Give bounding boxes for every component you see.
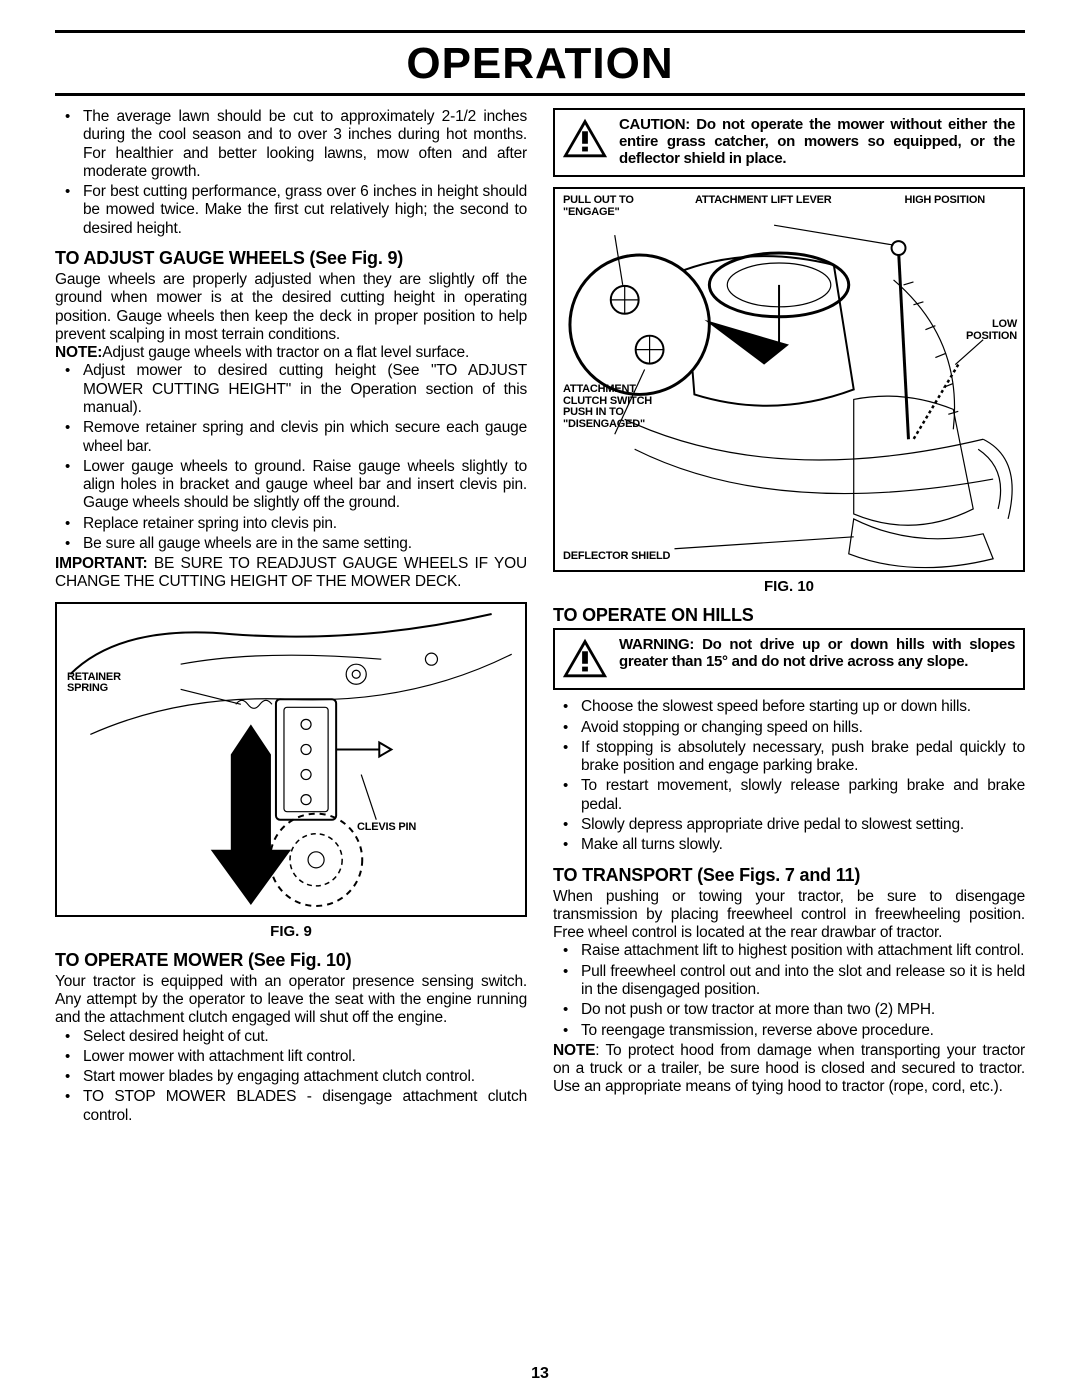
figure-10-box: PULL OUT TO "ENGAGE" ATTACHMENT LIFT LEV… bbox=[553, 187, 1025, 572]
fig10-label-clutch: ATTACHMENT CLUTCH SWITCH PUSH IN TO "DIS… bbox=[563, 384, 673, 430]
transport-note: NOTE: To protect hood from damage when t… bbox=[553, 1042, 1025, 1097]
list-item: Pull freewheel control out and into the … bbox=[553, 963, 1025, 1000]
intro-bullet: The average lawn should be cut to approx… bbox=[55, 108, 527, 181]
intro-bullet: For best cutting performance, grass over… bbox=[55, 183, 527, 238]
gauge-para: Gauge wheels are properly adjusted when … bbox=[55, 271, 527, 344]
page-number: 13 bbox=[0, 1365, 1080, 1383]
list-item: Be sure all gauge wheels are in the same… bbox=[55, 535, 527, 553]
warning-lead: WARNING: bbox=[619, 636, 702, 653]
gauge-heading: TO ADJUST GAUGE WHEELS (See Fig. 9) bbox=[55, 248, 527, 269]
list-item: Choose the slowest speed before starting… bbox=[553, 698, 1025, 716]
content-columns: The average lawn should be cut to approx… bbox=[55, 108, 1025, 1127]
figure-10-svg bbox=[555, 189, 1023, 570]
warning-triangle-icon bbox=[561, 636, 609, 680]
list-item: To restart movement, slowly release park… bbox=[553, 777, 1025, 814]
right-column: CAUTION: Do not operate the mower withou… bbox=[553, 108, 1025, 1127]
fig9-label-clevis: CLEVIS PIN bbox=[357, 822, 417, 834]
list-item: If stopping is absolutely necessary, pus… bbox=[553, 739, 1025, 776]
list-item: Do not push or tow tractor at more than … bbox=[553, 1001, 1025, 1019]
intro-bullets: The average lawn should be cut to approx… bbox=[55, 108, 527, 238]
caution-box: CAUTION: Do not operate the mower withou… bbox=[553, 108, 1025, 177]
figure-9-box: RETAINER SPRING CLEVIS PIN bbox=[55, 602, 527, 917]
list-item: Slowly depress appropriate drive pedal t… bbox=[553, 816, 1025, 834]
gauge-important: IMPORTANT: BE SURE TO READJUST GAUGE WHE… bbox=[55, 555, 527, 592]
operate-mower-para: Your tractor is equipped with an operato… bbox=[55, 973, 527, 1028]
transport-heading: TO TRANSPORT (See Figs. 7 and 11) bbox=[553, 865, 1025, 886]
gauge-bullets: Adjust mower to desired cutting height (… bbox=[55, 362, 527, 553]
caution-text: CAUTION: Do not operate the mower withou… bbox=[619, 116, 1015, 167]
list-item: Remove retainer spring and clevis pin wh… bbox=[55, 419, 527, 456]
operate-mower-heading: TO OPERATE MOWER (See Fig. 10) bbox=[55, 950, 527, 971]
list-item: Select desired height of cut. bbox=[55, 1028, 527, 1046]
fig10-label-low: LOW POSITION bbox=[947, 319, 1017, 342]
fig10-label-high: HIGH POSITION bbox=[865, 195, 985, 207]
operate-mower-bullets: Select desired height of cut. Lower mowe… bbox=[55, 1028, 527, 1125]
transport-para: When pushing or towing your tractor, be … bbox=[553, 888, 1025, 943]
list-item: TO STOP MOWER BLADES - disengage attachm… bbox=[55, 1088, 527, 1125]
hills-bullets: Choose the slowest speed before starting… bbox=[553, 698, 1025, 854]
list-item: Make all turns slowly. bbox=[553, 836, 1025, 854]
list-item: Raise attachment lift to highest positio… bbox=[553, 942, 1025, 960]
important-label: IMPORTANT: bbox=[55, 555, 147, 572]
list-item: Replace retainer spring into clevis pin. bbox=[55, 515, 527, 533]
figure-9-svg bbox=[57, 604, 525, 915]
list-item: Adjust mower to desired cutting height (… bbox=[55, 362, 527, 417]
page-title: OPERATION bbox=[55, 39, 1025, 89]
left-column: The average lawn should be cut to approx… bbox=[55, 108, 527, 1127]
fig9-label-retainer: RETAINER SPRING bbox=[67, 672, 147, 695]
fig9-caption: FIG. 9 bbox=[55, 923, 527, 940]
warning-text: WARNING: Do not drive up or down hills w… bbox=[619, 636, 1015, 670]
note-text: Adjust gauge wheels with tractor on a fl… bbox=[102, 344, 469, 361]
caution-lead: CAUTION: bbox=[619, 116, 696, 133]
list-item: Avoid stopping or changing speed on hill… bbox=[553, 719, 1025, 737]
warning-box: WARNING: Do not drive up or down hills w… bbox=[553, 628, 1025, 690]
hills-heading: TO OPERATE ON HILLS bbox=[553, 605, 1025, 626]
transport-bullets: Raise attachment lift to highest positio… bbox=[553, 942, 1025, 1039]
rule-under-title bbox=[55, 93, 1025, 96]
rule-top bbox=[55, 30, 1025, 33]
list-item: Lower mower with attachment lift control… bbox=[55, 1048, 527, 1066]
list-item: Lower gauge wheels to ground. Raise gaug… bbox=[55, 458, 527, 513]
list-item: To reengage transmission, reverse above … bbox=[553, 1022, 1025, 1040]
fig10-caption: FIG. 10 bbox=[553, 578, 1025, 595]
note-label: NOTE bbox=[553, 1042, 595, 1059]
list-item: Start mower blades by engaging attachmen… bbox=[55, 1068, 527, 1086]
warning-triangle-icon bbox=[561, 116, 609, 160]
fig10-label-deflector: DEFLECTOR SHIELD bbox=[563, 551, 723, 563]
note-label: NOTE: bbox=[55, 344, 102, 361]
note-text: : To protect hood from damage when trans… bbox=[553, 1042, 1025, 1096]
gauge-note: NOTE:Adjust gauge wheels with tractor on… bbox=[55, 344, 527, 362]
fig10-label-pullout: PULL OUT TO "ENGAGE" bbox=[563, 195, 663, 218]
fig10-label-liftlever: ATTACHMENT LIFT LEVER bbox=[695, 195, 855, 207]
